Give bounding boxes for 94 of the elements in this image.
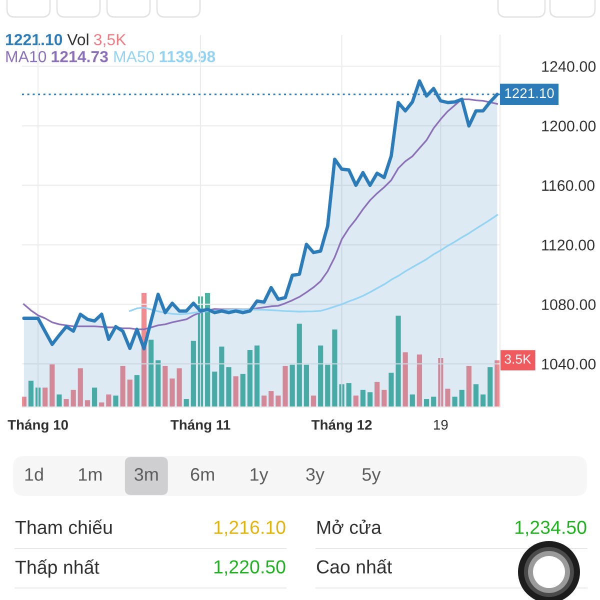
bar xyxy=(282,366,288,407)
bar xyxy=(488,367,493,407)
bar xyxy=(78,368,83,407)
bar xyxy=(296,324,302,407)
bar xyxy=(262,396,267,407)
bar xyxy=(310,396,316,407)
text: Thấp nhất xyxy=(15,559,100,578)
annotation: 1221.10 xyxy=(6,34,62,46)
x-tick-label: Tháng 12 xyxy=(311,420,372,433)
bar xyxy=(367,392,373,407)
text: Tham chiếu xyxy=(15,519,112,534)
bar xyxy=(494,360,500,407)
bar xyxy=(156,360,161,407)
y-tick-label: 1120.00 xyxy=(542,240,594,250)
bar xyxy=(113,396,118,407)
text: 1m xyxy=(79,468,102,481)
bar xyxy=(170,378,175,407)
bar xyxy=(304,364,309,407)
bar xyxy=(148,340,154,407)
bar xyxy=(127,380,132,407)
bar xyxy=(176,368,182,407)
text: MA10 xyxy=(6,50,46,62)
bar xyxy=(254,345,260,407)
bar xyxy=(416,354,422,407)
text: Mở cửa xyxy=(318,520,382,534)
bar xyxy=(382,390,387,407)
text: 6m xyxy=(190,468,214,481)
bar xyxy=(431,396,436,407)
bar xyxy=(473,384,479,407)
bar xyxy=(318,345,324,407)
bar xyxy=(360,390,366,407)
bar xyxy=(205,293,210,407)
bar xyxy=(50,364,55,407)
x-tick-label: 19 xyxy=(434,420,448,430)
bar xyxy=(466,366,472,407)
x-tick-label: Tháng 10 xyxy=(8,420,68,433)
line-series xyxy=(129,214,498,316)
bar xyxy=(92,388,98,407)
bar xyxy=(120,366,126,407)
bar xyxy=(64,399,69,407)
annotation: 1139.98 xyxy=(160,50,216,62)
y-tick-label: 1160.00 xyxy=(542,180,594,191)
annotation: 1214.73 xyxy=(52,50,108,62)
bar xyxy=(219,346,224,407)
annotation: Vol xyxy=(67,34,88,46)
bar xyxy=(445,388,450,407)
bar xyxy=(184,399,189,407)
x-tick-label: Tháng 11 xyxy=(170,420,230,433)
bar xyxy=(226,367,232,407)
bar xyxy=(452,396,458,407)
annotation: 3,5K xyxy=(94,34,126,48)
ref-line-label: 1221.10 xyxy=(505,88,554,98)
text: 1d xyxy=(25,468,43,481)
text: 1,234.50 xyxy=(515,520,586,536)
bar xyxy=(353,396,358,407)
bar xyxy=(276,396,281,407)
y-tick-label: 1080.00 xyxy=(542,299,596,310)
bar xyxy=(70,390,76,407)
text: 1,216.10 xyxy=(214,520,286,536)
bar xyxy=(56,394,62,407)
text: 3.5K xyxy=(504,354,532,364)
bar xyxy=(22,396,26,407)
bar xyxy=(190,340,196,407)
line-series xyxy=(23,98,498,330)
text: 3m xyxy=(134,468,158,481)
text: 5y xyxy=(362,468,381,484)
bar xyxy=(410,394,415,407)
bar xyxy=(134,375,140,407)
text: 3y xyxy=(306,468,324,484)
bar xyxy=(247,350,252,407)
text: MA50 xyxy=(114,50,154,62)
bar xyxy=(28,380,34,407)
y-tick-label: 1240.00 xyxy=(542,61,596,72)
y-tick-label: 1200.00 xyxy=(542,120,596,132)
bar xyxy=(240,374,246,407)
bar xyxy=(84,400,90,407)
text: 1,220.50 xyxy=(214,560,286,576)
bar xyxy=(402,352,408,407)
bar xyxy=(106,394,112,407)
bar xyxy=(346,383,352,407)
bar xyxy=(424,399,430,407)
bar xyxy=(374,382,380,407)
bar xyxy=(290,364,295,407)
bar xyxy=(268,391,274,407)
y-tick-label: 1040.00 xyxy=(542,358,596,370)
bar xyxy=(42,388,48,407)
bar xyxy=(233,376,238,407)
bar xyxy=(212,372,218,407)
text: 1y xyxy=(250,468,268,484)
bar xyxy=(459,390,464,407)
bar xyxy=(162,366,168,407)
bar xyxy=(480,394,486,407)
bar xyxy=(325,364,330,407)
text: Cao nhất xyxy=(316,558,392,574)
